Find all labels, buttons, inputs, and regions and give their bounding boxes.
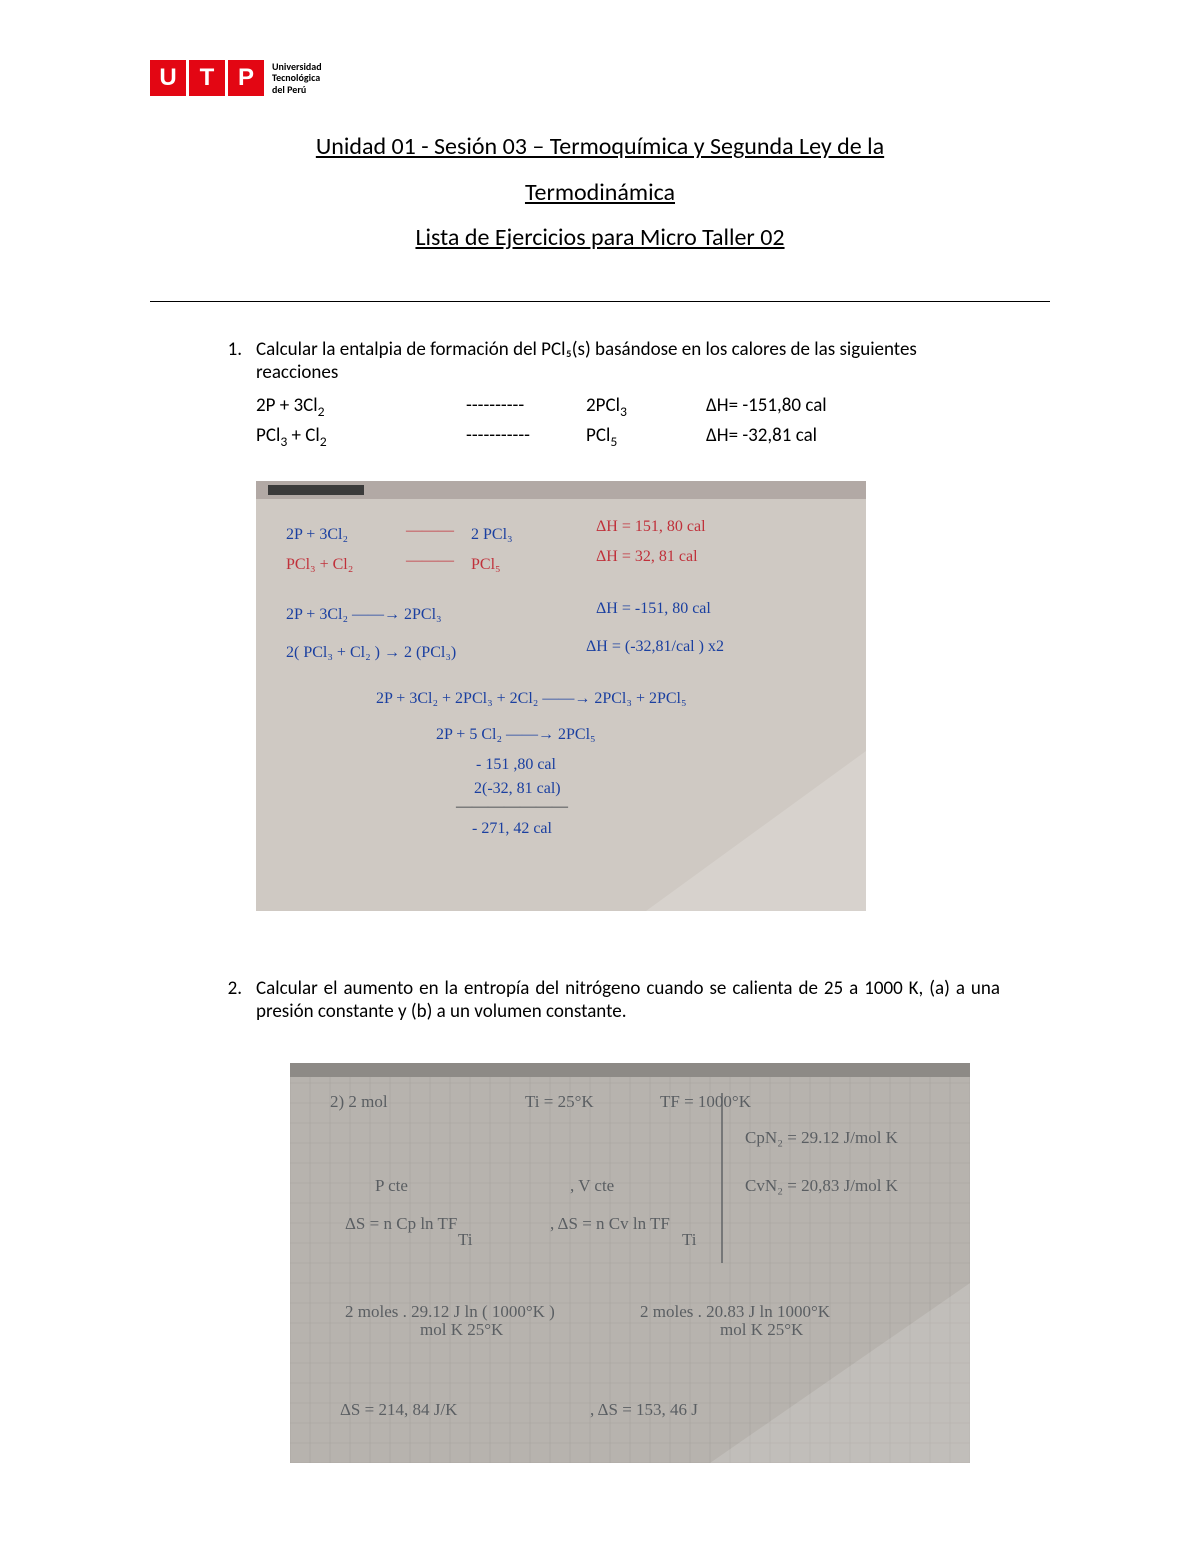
reaction-2-enthalpy: ΔH= -32,81 cal xyxy=(706,424,906,447)
reaction-1-enthalpy: ΔH= -151,80 cal xyxy=(706,394,906,417)
svg-text:ΔH = 151, 80 cal: ΔH = 151, 80 cal xyxy=(596,518,706,535)
exercise-2-number: 2. xyxy=(220,977,242,1023)
svg-text:CpN₂ = 29.12 J/mol K: CpN₂ = 29.12 J/mol K xyxy=(745,1128,899,1147)
rxn2-prod-sub: 5 xyxy=(610,432,617,449)
rxn2-left-b-sub: 2 xyxy=(320,432,327,449)
rxn1-left-sub: 2 xyxy=(318,403,325,420)
svg-text:- 151 ,80 cal: - 151 ,80 cal xyxy=(476,756,557,773)
svg-text:———: ——— xyxy=(405,552,455,569)
handwritten-solution-1: 2P + 3Cl₂ ——— 2 PCl₃ ΔH = 151, 80 cal PCl₃ +… xyxy=(256,481,1000,911)
svg-text:2P + 3Cl₂ + 2PCl₃ + 2Cl₂ ——→ 2: 2P + 3Cl₂ + 2PCl₃ + 2Cl₂ ——→ 2PCl₃ + 2PC… xyxy=(376,690,687,707)
svg-text:2P + 3Cl₂: 2P + 3Cl₂ xyxy=(286,526,348,543)
logo-letter-u: U xyxy=(150,60,186,96)
reaction-2: PCl3 + Cl2 ----------- PCl5 ΔH= -32,81 c… xyxy=(256,424,1000,450)
svg-text:ΔH = (-32,81/cal ) x2: ΔH = (-32,81/cal ) x2 xyxy=(586,638,724,655)
svg-text:PCl₅: PCl₅ xyxy=(471,556,501,573)
svg-text:2) 2 mol: 2) 2 mol xyxy=(330,1092,388,1111)
handwritten-solution-2: 2) 2 mol Ti = 25°K TF = 1000°K CpN₂ = 29.12… xyxy=(290,1063,1000,1468)
reaction-2-reactants: PCl3 + Cl2 xyxy=(256,424,466,450)
svg-text:- 271, 42 cal: - 271, 42 cal xyxy=(472,820,553,837)
reaction-1-products: 2PCl3 xyxy=(586,394,706,420)
svg-text:2P + 5 Cl₂ ——→ 2PCl₅: 2P + 5 Cl₂ ——→ 2PCl₅ xyxy=(436,726,596,743)
exercise-1: 1. Calcular la entalpia de formación del… xyxy=(220,338,1000,454)
rxn2-left-b: + Cl xyxy=(287,424,320,447)
exercise-2-text: Calcular el aumento en la entropía del n… xyxy=(256,977,1000,1023)
rxn2-prod-text: PCl xyxy=(586,424,610,447)
reaction-2-arrow: ----------- xyxy=(466,424,586,447)
svg-text:Ti: Ti xyxy=(682,1230,697,1249)
logo-name-line3: del Perú xyxy=(272,84,322,96)
document-title: Unidad 01 - Sesión 03 – Termoquímica y S… xyxy=(150,124,1050,261)
svg-text:, ΔS = n Cv ln TF: , ΔS = n Cv ln TF xyxy=(550,1214,670,1233)
logo-letter-t: T xyxy=(189,60,225,96)
svg-text:2( PCl₃ + Cl₂ ) → 2 (PCl₃): 2( PCl₃ + Cl₂ ) → 2 (PCl₃) xyxy=(286,644,456,661)
svg-text:Ti = 25°K: Ti = 25°K xyxy=(525,1092,594,1111)
svg-text:, V cte: , V cte xyxy=(570,1176,614,1195)
rxn1-prod-text: 2PCl xyxy=(586,394,620,417)
exercise-2: 2. Calcular el aumento en la entropía de… xyxy=(220,977,1000,1023)
logo-boxes: U T P xyxy=(150,60,264,96)
svg-text:ΔH = -151, 80 cal: ΔH = -151, 80 cal xyxy=(596,600,711,617)
exercise-1-number: 1. xyxy=(220,338,242,454)
svg-text:2 moles . 20.83 J ln 1000°K: 2 moles . 20.83 J ln 1000°K xyxy=(640,1302,831,1321)
svg-text:PCl₃ + Cl₂: PCl₃ + Cl₂ xyxy=(286,556,353,573)
rxn2-left-a: PCl xyxy=(256,424,280,447)
svg-text:mol K 25°K: mol K 25°K xyxy=(720,1320,804,1339)
logo-letter-p: P xyxy=(228,60,264,96)
title-line-1: Unidad 01 - Sesión 03 – Termoquímica y S… xyxy=(316,124,884,170)
svg-text:Ti: Ti xyxy=(458,1230,473,1249)
reaction-1-arrow: ---------- xyxy=(466,394,586,417)
svg-text:mol K 25°K: mol K 25°K xyxy=(420,1320,504,1339)
rxn1-prod-sub: 3 xyxy=(620,403,627,420)
reaction-1: 2P + 3Cl2 ---------- 2PCl3 ΔH= -151,80 c… xyxy=(256,394,1000,420)
svg-text:2(-32, 81 cal): 2(-32, 81 cal) xyxy=(474,780,561,797)
svg-text:———————: ——————— xyxy=(455,798,569,815)
title-line-3: Lista de Ejercicios para Micro Taller 02 xyxy=(415,215,784,261)
svg-text:P cte: P cte xyxy=(375,1176,408,1195)
svg-text:ΔS = n Cp ln TF: ΔS = n Cp ln TF xyxy=(345,1214,457,1233)
logo: U T P Universidad Tecnológica del Perú xyxy=(150,60,1050,96)
svg-text:, ΔS = 153, 46 J: , ΔS = 153, 46 J xyxy=(590,1400,698,1419)
solution-1-image: 2P + 3Cl₂ ——— 2 PCl₃ ΔH = 151, 80 cal PCl₃ +… xyxy=(256,481,866,911)
svg-text:2P + 3Cl₂ ——→ 2PCl₃: 2P + 3Cl₂ ——→ 2PCl₃ xyxy=(286,606,442,623)
svg-text:ΔS = 214, 84 J/K: ΔS = 214, 84 J/K xyxy=(340,1400,458,1419)
exercise-1-body: Calcular la entalpia de formación del PC… xyxy=(256,338,1000,454)
divider xyxy=(150,301,1050,302)
reaction-2-products: PCl5 xyxy=(586,424,706,450)
title-line-2: Termodinámica xyxy=(525,170,675,216)
svg-text:TF = 1000°K: TF = 1000°K xyxy=(660,1092,752,1111)
svg-text:CvN₂ = 20,83 J/mol K: CvN₂ = 20,83 J/mol K xyxy=(745,1176,899,1195)
logo-university-name: Universidad Tecnológica del Perú xyxy=(272,61,322,96)
rxn1-left-text: 2P + 3Cl xyxy=(256,394,318,417)
svg-text:2 PCl₃: 2 PCl₃ xyxy=(471,526,513,543)
solution-2-image: 2) 2 mol Ti = 25°K TF = 1000°K CpN₂ = 29.12… xyxy=(290,1063,970,1463)
reaction-1-reactants: 2P + 3Cl2 xyxy=(256,394,466,420)
exercise-1-text: Calcular la entalpia de formación del PC… xyxy=(256,338,1000,384)
reaction-table: 2P + 3Cl2 ---------- 2PCl3 ΔH= -151,80 c… xyxy=(256,394,1000,450)
svg-text:ΔH = 32, 81 cal: ΔH = 32, 81 cal xyxy=(596,548,698,565)
svg-text:2 moles . 29.12 J ln ( 1000°K: 2 moles . 29.12 J ln ( 1000°K ) xyxy=(345,1302,555,1321)
svg-text:———: ——— xyxy=(405,522,455,539)
